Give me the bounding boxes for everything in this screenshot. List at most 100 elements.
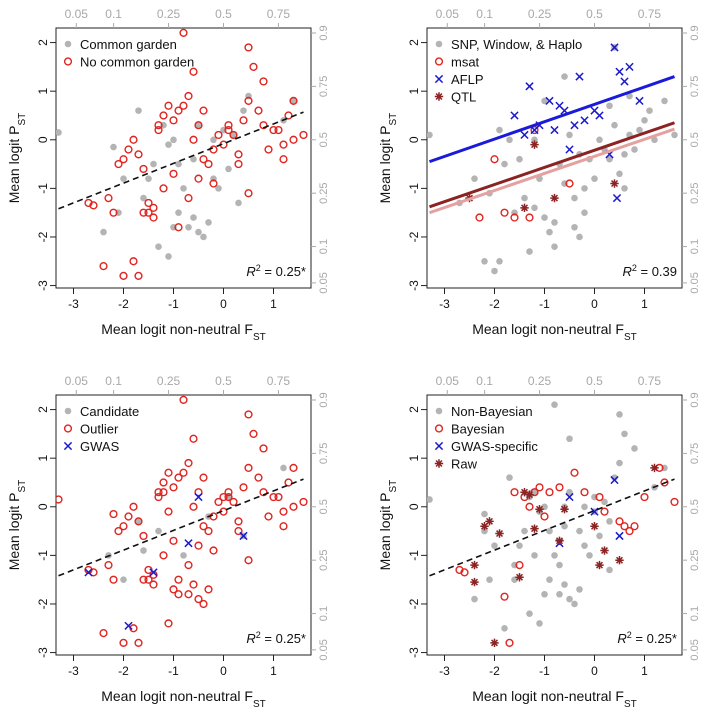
point-outlier	[119, 522, 128, 531]
point-non-bayesian	[616, 459, 623, 467]
data-layer	[427, 43, 678, 275]
point-bayesian	[630, 522, 639, 531]
right-tick-label: 0.75	[318, 76, 330, 97]
r-symbol: R	[622, 264, 631, 279]
point-common-garden	[235, 199, 242, 207]
point-outlier	[179, 395, 188, 404]
point-bayesian	[460, 568, 469, 577]
point-no-common-garden	[129, 257, 138, 266]
point-snp-window-haplo	[531, 136, 538, 144]
point-aflp	[625, 62, 634, 72]
point-bayesian	[535, 483, 544, 492]
point-common-garden	[110, 143, 117, 151]
point-snp-window-haplo	[626, 92, 633, 100]
data-layer	[56, 28, 308, 280]
point-common-garden	[155, 243, 162, 250]
top-tick-label: 0.75	[638, 7, 662, 21]
superscript: 2	[256, 630, 261, 640]
point-no-common-garden	[184, 193, 193, 203]
point-outlier	[104, 560, 113, 570]
y-tick-label: -3	[36, 647, 50, 658]
y-tick-label: 1	[36, 455, 50, 462]
point-outlier	[164, 468, 173, 477]
point-snp-window-haplo	[516, 155, 523, 163]
r-symbol: R	[246, 264, 255, 279]
point-outlier	[264, 512, 273, 521]
point-snp-window-haplo	[471, 175, 478, 182]
point-outlier	[154, 488, 163, 497]
subscript: ST	[17, 113, 28, 126]
point-outlier	[124, 512, 133, 521]
point-bayesian	[555, 483, 564, 492]
y-tick-label: -2	[36, 598, 50, 609]
point-outlier	[199, 522, 208, 531]
right-tick-label: 0.05	[318, 639, 330, 660]
x-tick-label: 0	[591, 664, 598, 678]
point-outlier	[89, 568, 98, 577]
point-outlier	[289, 502, 298, 511]
point-outlier	[189, 580, 198, 589]
point-bayesian	[580, 488, 589, 497]
point-outlier	[139, 575, 148, 584]
x-tick-label: -1	[539, 297, 550, 311]
point-snp-window-haplo	[427, 131, 433, 139]
right-tick-label: 0.5	[318, 499, 330, 514]
point-non-bayesian	[511, 576, 518, 583]
point-outlier	[204, 585, 213, 594]
fit-line-overall	[58, 111, 304, 210]
point-no-common-garden	[279, 155, 288, 164]
point-raw	[650, 463, 659, 473]
point-snp-window-haplo	[606, 155, 613, 163]
subscript: ST	[624, 699, 637, 710]
point-snp-window-haplo	[646, 107, 653, 114]
point-gwas	[184, 539, 193, 548]
point-common-garden	[135, 107, 142, 114]
subscript: ST	[17, 480, 28, 493]
point-non-bayesian	[566, 595, 573, 603]
legend-marker	[63, 57, 73, 66]
point-common-garden	[175, 160, 182, 168]
point-outlier	[194, 541, 203, 550]
point-common-garden	[190, 155, 197, 163]
x-tick-label: 1	[641, 664, 648, 678]
right-tick-label: 0.9	[318, 392, 330, 407]
x-tick-label: -1	[168, 297, 179, 311]
top-tick-label: 0.75	[638, 374, 662, 388]
top-tick-label: 0.5	[215, 7, 232, 21]
point-msat	[510, 213, 519, 222]
point-no-common-garden	[289, 96, 298, 105]
point-qtl	[530, 140, 539, 149]
top-tick-label: 0.5	[586, 374, 603, 388]
legend-marker	[63, 441, 73, 451]
point-no-common-garden	[99, 262, 108, 271]
legend-label: AFLP	[451, 72, 484, 87]
point-no-common-garden	[159, 184, 168, 193]
point-no-common-garden	[194, 121, 203, 130]
point-candidate	[280, 464, 287, 472]
point-outlier	[174, 473, 183, 482]
point-aflp	[575, 72, 584, 81]
point-non-bayesian	[606, 566, 613, 574]
right-tick-label: 0.05	[689, 639, 701, 660]
point-common-garden	[195, 228, 202, 236]
x-tick-label: -2	[489, 664, 500, 678]
point-outlier	[174, 590, 183, 599]
point-no-common-garden	[179, 101, 188, 110]
x-tick-label: 0	[220, 297, 227, 311]
point-outlier	[259, 444, 268, 453]
legend-label: No common garden	[80, 55, 194, 70]
point-aflp	[525, 82, 534, 91]
legend-marker	[435, 40, 443, 48]
point-common-garden	[205, 219, 212, 226]
point-no-common-garden	[104, 193, 113, 203]
point-outlier	[239, 483, 248, 492]
point-outlier	[279, 522, 288, 531]
point-no-common-garden	[184, 91, 193, 101]
point-outlier	[199, 473, 208, 482]
point-outlier	[219, 492, 228, 502]
point-no-common-garden	[244, 189, 253, 198]
point-snp-window-haplo	[581, 185, 588, 192]
point-no-common-garden	[139, 208, 148, 217]
point-gwas-specific	[610, 475, 619, 485]
top-tick-label: 0.05	[65, 7, 89, 21]
